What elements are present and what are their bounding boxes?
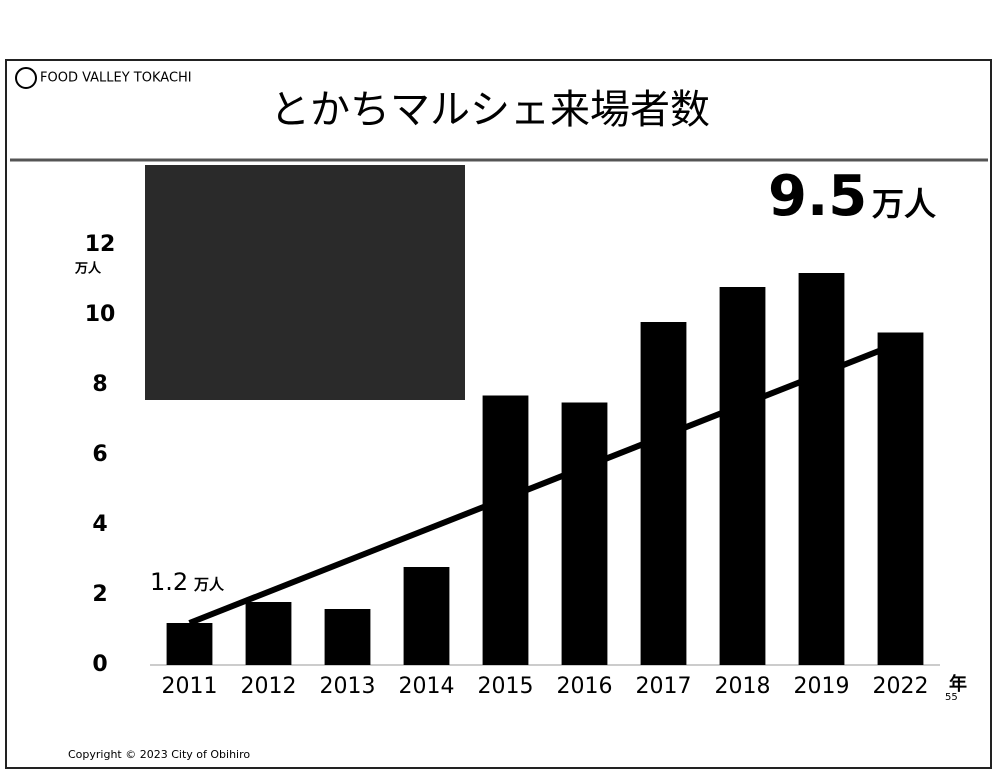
photo bbox=[145, 165, 465, 400]
footer: Copyright © 2023 City of Obihiro bbox=[68, 748, 250, 761]
x-tick-label: 2013 bbox=[320, 674, 376, 699]
bar bbox=[719, 287, 766, 665]
bar bbox=[877, 332, 924, 665]
bar bbox=[482, 395, 529, 665]
bar bbox=[324, 609, 371, 665]
logo-icon bbox=[15, 67, 37, 89]
page-number: 55 bbox=[945, 692, 958, 703]
x-tick-label: 2017 bbox=[636, 674, 692, 699]
y-tick-label: 12 bbox=[85, 232, 116, 257]
y-tick-label: 0 bbox=[92, 652, 107, 677]
bar bbox=[166, 623, 213, 665]
y-tick-label: 8 bbox=[92, 372, 107, 397]
y-tick-label: 6 bbox=[92, 442, 107, 467]
y-tick-label: 2 bbox=[92, 582, 107, 607]
header-text: FOOD VALLEY TOKACHI bbox=[40, 71, 192, 86]
annotation-value: 1.2 bbox=[150, 568, 188, 596]
x-tick-label: 2012 bbox=[241, 674, 297, 699]
y-tick-label: 4 bbox=[92, 512, 107, 537]
x-tick-label: 2016 bbox=[557, 674, 613, 699]
y-tick-label: 10 bbox=[85, 302, 116, 327]
x-tick-label: 2022 bbox=[873, 674, 929, 699]
y-unit: 万人 bbox=[74, 261, 102, 277]
x-tick-label: 2011 bbox=[162, 674, 218, 699]
x-tick-label: 2015 bbox=[478, 674, 534, 699]
annotation-value: 9.5 bbox=[768, 164, 867, 229]
x-unit: 年 bbox=[949, 673, 967, 695]
x-tick-label: 2019 bbox=[794, 674, 850, 699]
annotation-unit: 万人 bbox=[872, 185, 936, 223]
bar bbox=[798, 273, 845, 665]
bar bbox=[403, 567, 450, 665]
bar bbox=[640, 322, 687, 665]
x-tick-label: 2018 bbox=[715, 674, 771, 699]
bar bbox=[561, 402, 608, 665]
x-tick-label: 2014 bbox=[399, 674, 455, 699]
annotation-unit: 万人 bbox=[193, 576, 225, 594]
chart-title: とかちマルシェ来場者数 bbox=[270, 87, 710, 133]
trend-line bbox=[188, 339, 902, 626]
bar bbox=[245, 602, 292, 665]
